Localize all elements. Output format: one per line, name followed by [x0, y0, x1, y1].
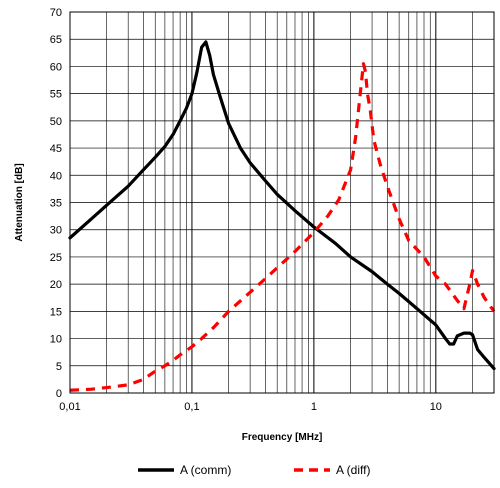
y-tick-label: 20 [50, 279, 62, 291]
y-tick-label: 65 [50, 34, 62, 46]
y-tick-label: 50 [50, 116, 62, 128]
y-tick-labels: 0 5 10 15 20 25 30 35 40 45 50 55 60 65 70 [50, 7, 62, 400]
y-axis-label: Attenuation [dB] [14, 163, 25, 241]
legend-label-diff: A (diff) [336, 463, 370, 477]
y-tick-label: 70 [50, 7, 62, 19]
y-tick-label: 35 [50, 198, 62, 210]
y-tick-label: 15 [50, 306, 62, 318]
y-tick-label: 0 [56, 388, 62, 400]
legend-label-comm: A (comm) [180, 463, 231, 477]
x-tick-label: 0,1 [184, 401, 199, 413]
y-tick-label: 55 [50, 89, 62, 101]
x-tick-labels: 0,01 0,1 1 10 [59, 401, 442, 413]
series-layer [68, 40, 496, 392]
plot-frame [69, 11, 495, 394]
y-tick-label: 25 [50, 252, 62, 264]
y-tick-label: 5 [56, 361, 62, 373]
y-tick-label: 30 [50, 225, 62, 237]
x-tick-label: 1 [311, 401, 317, 413]
series-line-diff [69, 62, 496, 392]
series-line-comm [68, 40, 496, 371]
x-tick-label: 10 [430, 401, 442, 413]
y-tick-label: 40 [50, 170, 62, 182]
y-tick-label: 60 [50, 61, 62, 73]
legend: A (comm) A (diff) [138, 463, 370, 477]
y-tick-label: 10 [50, 334, 62, 346]
x-tick-label: 0,01 [59, 401, 80, 413]
y-tick-label: 45 [50, 143, 62, 155]
x-axis-label: Frequency [MHz] [242, 432, 323, 443]
